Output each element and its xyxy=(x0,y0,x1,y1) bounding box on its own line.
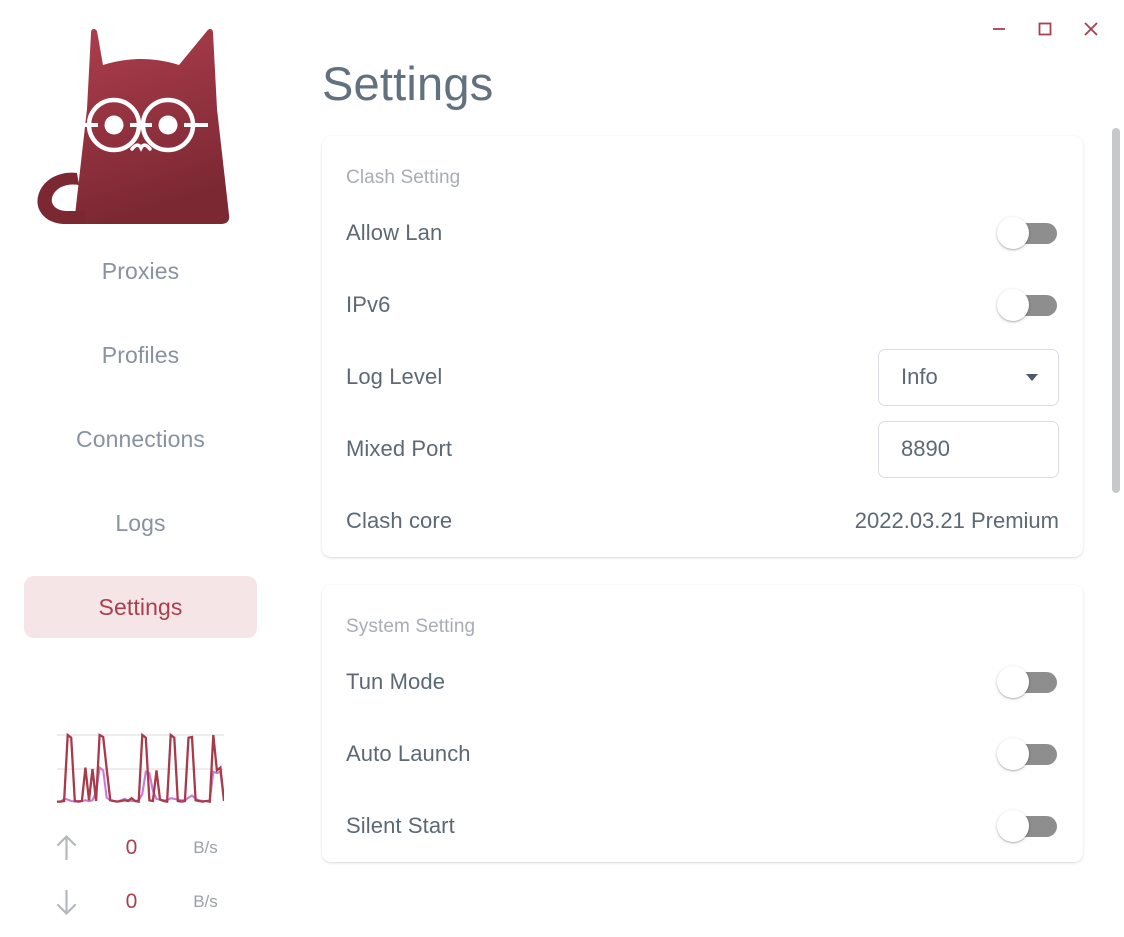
upload-stat-row: 0 B/s xyxy=(46,821,236,875)
system-setting-card: System Setting Tun Mode Auto Launch xyxy=(322,585,1083,862)
card-section-label: System Setting xyxy=(346,616,476,637)
log-level-value: Info xyxy=(901,364,938,389)
setting-row-log-level: Log Level Info xyxy=(346,341,1059,413)
log-level-select[interactable]: Info xyxy=(878,348,1059,406)
sidebar-item-label: Settings xyxy=(98,593,183,620)
setting-label: Tun Mode xyxy=(346,669,446,694)
toggle-thumb xyxy=(997,217,1029,249)
arrow-up-icon xyxy=(46,833,88,863)
setting-row-ipv6: IPv6 xyxy=(346,269,1059,341)
setting-row-tun-mode: Tun Mode xyxy=(346,646,1059,718)
app-logo xyxy=(26,20,256,230)
sidebar-nav: Proxies Profiles Connections Logs Settin… xyxy=(0,240,281,660)
cat-logo-icon xyxy=(36,28,229,225)
chevron-down-icon xyxy=(1022,367,1042,387)
minimize-icon xyxy=(993,28,1005,30)
close-icon xyxy=(1084,22,1098,36)
upload-speed-unit: B/s xyxy=(193,838,218,857)
traffic-chart xyxy=(57,727,224,807)
mixed-port-input[interactable] xyxy=(878,420,1059,478)
vertical-scrollbar-thumb[interactable] xyxy=(1112,128,1120,493)
arrow-down-icon xyxy=(46,887,88,917)
sidebar: Proxies Profiles Connections Logs Settin… xyxy=(0,0,281,937)
sidebar-item-logs[interactable]: Logs xyxy=(24,492,257,554)
setting-row-mixed-port: Mixed Port xyxy=(346,413,1059,485)
toggle-thumb xyxy=(997,738,1029,770)
setting-label: Allow Lan xyxy=(346,220,443,245)
toggle-thumb xyxy=(997,666,1029,698)
ipv6-toggle[interactable] xyxy=(997,286,1059,324)
setting-label: Log Level xyxy=(346,364,443,389)
sidebar-item-label: Logs xyxy=(115,509,166,536)
minimize-button[interactable] xyxy=(976,9,1022,49)
toggle-thumb xyxy=(997,810,1029,842)
silent-start-toggle[interactable] xyxy=(997,807,1059,845)
sidebar-item-proxies[interactable]: Proxies xyxy=(24,240,257,302)
sidebar-item-label: Connections xyxy=(76,425,205,452)
setting-row-allow-lan: Allow Lan xyxy=(346,197,1059,269)
main-content: Settings Clash Setting Allow Lan IPv6 xyxy=(281,0,1124,937)
window-controls xyxy=(924,0,1124,58)
download-stat-row: 0 B/s xyxy=(46,875,236,929)
setting-label: Auto Launch xyxy=(346,741,471,766)
maximize-button[interactable] xyxy=(1022,9,1068,49)
tun-mode-toggle[interactable] xyxy=(997,663,1059,701)
allow-lan-toggle[interactable] xyxy=(997,214,1059,252)
setting-label: Clash core xyxy=(346,508,453,533)
card-section-label: Clash Setting xyxy=(346,167,461,188)
sidebar-item-settings[interactable]: Settings xyxy=(24,576,257,638)
setting-row-silent-start: Silent Start xyxy=(346,790,1059,862)
setting-row-auto-launch: Auto Launch xyxy=(346,718,1059,790)
clash-core-version: 2022.03.21 Premium xyxy=(854,508,1059,533)
setting-label: Mixed Port xyxy=(346,436,453,461)
toggle-thumb xyxy=(997,289,1029,321)
sidebar-item-label: Proxies xyxy=(101,257,180,284)
close-button[interactable] xyxy=(1068,9,1114,49)
traffic-sparkline-chart xyxy=(57,732,224,803)
traffic-widget: 0 B/s 0 B/s xyxy=(0,727,281,937)
maximize-icon xyxy=(1038,22,1052,36)
download-speed-unit: B/s xyxy=(193,892,218,911)
sidebar-item-connections[interactable]: Connections xyxy=(24,408,257,470)
page-title: Settings xyxy=(322,57,494,110)
upload-speed-value: 0 xyxy=(125,836,138,859)
settings-list: Clash Setting Allow Lan IPv6 xyxy=(281,136,1124,862)
setting-row-clash-core: Clash core 2022.03.21 Premium xyxy=(346,485,1059,557)
auto-launch-toggle[interactable] xyxy=(997,735,1059,773)
download-speed-value: 0 xyxy=(125,890,138,913)
sidebar-item-profiles[interactable]: Profiles xyxy=(24,324,257,386)
setting-label: IPv6 xyxy=(346,292,391,317)
setting-label: Silent Start xyxy=(346,813,455,838)
clash-setting-card: Clash Setting Allow Lan IPv6 xyxy=(322,136,1083,557)
sidebar-item-label: Profiles xyxy=(101,341,180,368)
